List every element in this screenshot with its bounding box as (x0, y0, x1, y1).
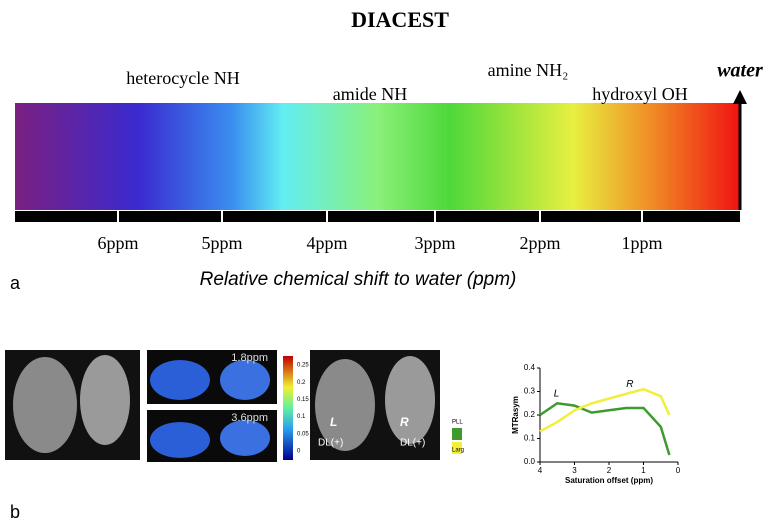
colorbar-tick: 0.25 (297, 363, 309, 369)
tissue (220, 420, 270, 456)
colorbar-tick: 0.1 (297, 414, 306, 420)
ruler (15, 211, 740, 222)
y-axis-label: MTRasym (511, 396, 520, 434)
tissue (220, 360, 270, 400)
colorbar-tick: 0.15 (297, 397, 309, 403)
tissue (80, 355, 130, 445)
figure: DIACEST water heterocycle NH amide NH am… (0, 0, 776, 525)
group-label: amine NH₂ (488, 60, 569, 80)
x-tick-label: 3 (572, 466, 577, 475)
dl-label: DL(+) (400, 438, 425, 449)
annotation: L (554, 388, 560, 399)
annotation: R (626, 379, 633, 390)
title: DIACEST (351, 7, 449, 32)
ppm-label: 6ppm (97, 233, 138, 253)
x-tick-label: 4 (538, 466, 543, 475)
colorbar-tick: 0.05 (297, 431, 309, 437)
group-label: heterocycle NH (126, 68, 239, 88)
side-label: L (330, 415, 337, 429)
tissue (385, 356, 435, 444)
x-tick-label: 1 (641, 466, 646, 475)
legend-label: Larg (452, 448, 464, 454)
x-tick-label: 0 (676, 466, 681, 475)
group-label: amide NH (333, 84, 407, 104)
spectrum (15, 103, 740, 210)
legend-label: PLL (452, 420, 463, 426)
y-tick-label: 0.1 (524, 434, 536, 443)
ppm-label: 3ppm (414, 233, 455, 253)
y-tick-label: 0.4 (524, 363, 536, 372)
map-label: 3.6ppm (231, 412, 268, 424)
legend-swatch (452, 428, 462, 440)
y-tick-label: 0.0 (524, 457, 536, 466)
dl-label: DL(+) (318, 438, 343, 449)
x-axis-label: Saturation offset (ppm) (565, 476, 653, 485)
x-tick-label: 2 (607, 466, 612, 475)
ppm-label: 1ppm (621, 233, 662, 253)
tissue (150, 360, 210, 400)
ppm-label: 4ppm (306, 233, 347, 253)
y-tick-label: 0.3 (524, 387, 536, 396)
series-line (540, 403, 669, 455)
tissue (13, 357, 77, 453)
y-tick-label: 0.2 (524, 410, 536, 419)
tissue (150, 422, 210, 458)
panel-label: a (10, 273, 21, 293)
colorbar (283, 356, 293, 460)
colorbar-tick: 0.2 (297, 380, 306, 386)
map-label: 1.8ppm (231, 352, 268, 364)
panel-label: b (10, 502, 20, 522)
colorbar-tick: 0 (297, 449, 301, 455)
ppm-label: 2ppm (519, 233, 560, 253)
arrow-head (733, 90, 747, 104)
axis-label: Relative chemical shift to water (ppm) (200, 269, 517, 290)
water-label: water (717, 60, 763, 82)
side-label: R (400, 415, 409, 429)
group-label: hydroxyl OH (592, 84, 688, 104)
ppm-label: 5ppm (201, 233, 242, 253)
